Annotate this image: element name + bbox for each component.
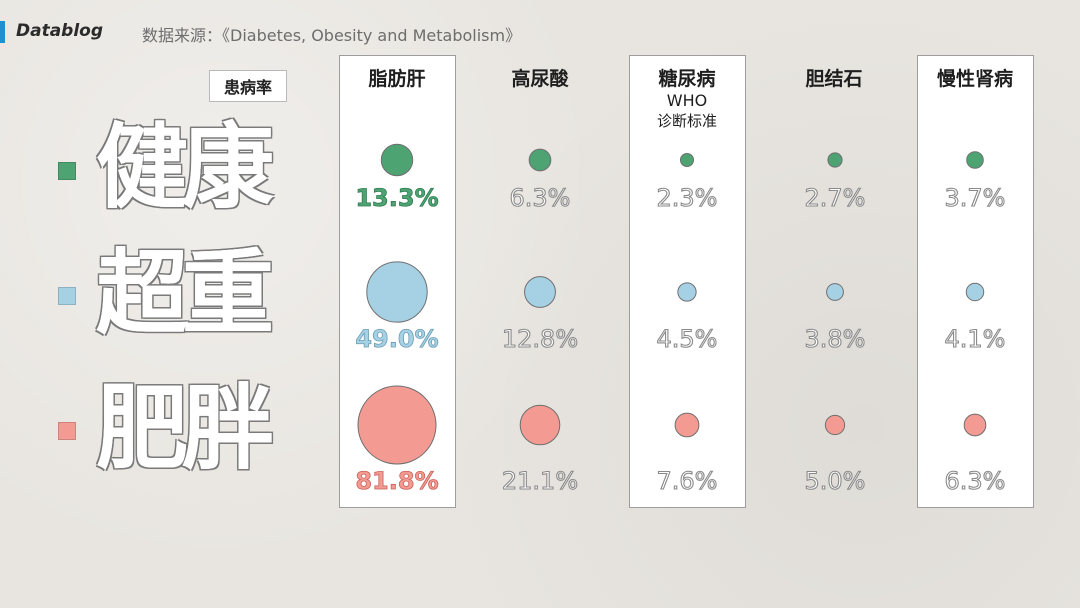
bubble-obese-3 bbox=[824, 414, 846, 436]
value-label-overweight-0: 49.0% bbox=[355, 325, 438, 353]
value-label-obese-0: 81.8% bbox=[355, 467, 438, 495]
bubble-healthy-4 bbox=[966, 151, 984, 169]
column-header-name: 糖尿病 bbox=[658, 68, 716, 90]
bubble-healthy-3 bbox=[827, 152, 843, 168]
value-label-healthy-2: 2.3% bbox=[657, 184, 718, 212]
bubble-obese-0 bbox=[357, 385, 437, 465]
bubble-overweight-4 bbox=[965, 282, 985, 302]
column-header-name: 脂肪肝 bbox=[368, 68, 426, 90]
bubble-overweight-3 bbox=[826, 283, 844, 301]
value-label-obese-4: 6.3% bbox=[945, 467, 1006, 495]
value-label-healthy-1: 6.3% bbox=[510, 184, 571, 212]
column-header-name: 高尿酸 bbox=[511, 68, 569, 90]
value-label-obese-1: 21.1% bbox=[502, 467, 578, 495]
row-label-overweight: 超重 bbox=[96, 240, 274, 347]
value-label-obese-2: 7.6% bbox=[657, 467, 718, 495]
bubble-overweight-2 bbox=[677, 282, 697, 302]
column-header-3: 胆结石 bbox=[759, 68, 909, 91]
brand-logo-text: Datablog bbox=[16, 21, 104, 41]
column-header-sub-who: WHO bbox=[666, 90, 708, 110]
column-panel-kidney bbox=[917, 55, 1034, 508]
column-header-name: 慢性肾病 bbox=[936, 68, 1013, 90]
bubble-obese-1 bbox=[519, 404, 561, 446]
bubble-overweight-1 bbox=[524, 276, 556, 308]
bubble-healthy-2 bbox=[679, 152, 695, 168]
bubble-healthy-0 bbox=[380, 143, 414, 177]
column-header-0: 脂肪肝 bbox=[322, 68, 472, 91]
bubble-obese-4 bbox=[963, 413, 987, 437]
row-marker-obese bbox=[58, 422, 76, 440]
value-label-obese-3: 5.0% bbox=[805, 467, 866, 495]
row-marker-healthy bbox=[58, 162, 76, 180]
legend-title: 患病率 bbox=[209, 70, 287, 102]
value-label-healthy-3: 2.7% bbox=[805, 184, 866, 212]
row-marker-overweight bbox=[58, 287, 76, 305]
value-label-overweight-3: 3.8% bbox=[805, 325, 866, 353]
column-header-1: 高尿酸 bbox=[465, 68, 615, 91]
column-header-2: 糖尿病 WHO 诊断标准 bbox=[612, 68, 762, 131]
source-citation: 数据来源：《Diabetes, Obesity and Metabolism》 bbox=[142, 26, 522, 45]
value-label-overweight-4: 4.1% bbox=[945, 325, 1006, 353]
column-header-4: 慢性肾病 bbox=[900, 68, 1050, 91]
bubble-healthy-1 bbox=[528, 148, 552, 172]
column-header-name: 胆结石 bbox=[805, 68, 863, 90]
column-header-sub-criteria: 诊断标准 bbox=[656, 111, 717, 130]
bubble-overweight-0 bbox=[366, 261, 428, 323]
value-label-overweight-2: 4.5% bbox=[657, 325, 718, 353]
value-label-overweight-1: 12.8% bbox=[502, 325, 578, 353]
bubble-obese-2 bbox=[674, 412, 700, 438]
brand-accent-bar bbox=[0, 21, 5, 43]
value-label-healthy-4: 3.7% bbox=[945, 184, 1006, 212]
row-label-obese: 肥胖 bbox=[96, 375, 274, 482]
row-label-healthy: 健康 bbox=[96, 114, 274, 221]
value-label-healthy-0: 13.3% bbox=[355, 184, 438, 212]
